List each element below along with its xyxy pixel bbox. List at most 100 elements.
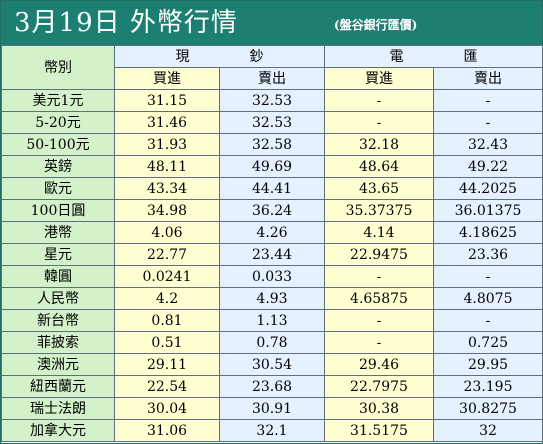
tt-sell-cell: 4.8075	[433, 287, 543, 310]
cash-group-header: 現鈔	[114, 45, 325, 68]
currency-cell: 5-20元	[1, 111, 115, 134]
table-row: 新台幣 0.81 1.13- -	[1, 309, 543, 332]
tt-buy-cell: 22.9475	[324, 243, 434, 266]
currency-cell: 美元1元	[1, 89, 115, 112]
cash-sell-cell: 1.13	[219, 309, 325, 332]
table-row: 韓圓 0.0241 0.033- -	[1, 265, 543, 288]
table-row: 紐西蘭元 22.54 23.68 22.7975 23.195	[1, 375, 543, 398]
table-row: 50-100元 31.93 32.58 32.18 32.43	[1, 133, 543, 156]
cash-buy-cell: 34.98	[114, 199, 220, 222]
cash-sell-cell: 49.69	[219, 155, 325, 178]
currency-cell: 菲披索	[1, 331, 115, 354]
table-row: 港幣 4.06 4.26 4.14 4.18625	[1, 221, 543, 244]
tt-buy-cell: 35.37375	[324, 199, 434, 222]
cash-buy-cell: 0.81	[114, 309, 220, 332]
tt-sell-cell: -	[433, 309, 543, 332]
cash-sell-cell: 30.91	[219, 397, 325, 420]
table-row: 澳洲元 29.11 30.54 29.46 29.95	[1, 353, 543, 376]
tt-sell-cell: 36.01375	[433, 199, 543, 222]
cash-sell-cell: 32.53	[219, 111, 325, 134]
currency-cell: 英鎊	[1, 155, 115, 178]
currency-cell: 韓圓	[1, 265, 115, 288]
cash-buy-cell: 31.15	[114, 89, 220, 112]
title-bar: 3月19日 外幣行情 (盤谷銀行匯價)	[1, 1, 542, 45]
cash-sell-cell: 23.44	[219, 243, 325, 266]
cash-sell-cell: 30.54	[219, 353, 325, 376]
table-row: 菲披索 0.51 0.78-0.725	[1, 331, 543, 354]
cash-sell-cell: 4.93	[219, 287, 325, 310]
table-row: 歐元 43.34 44.41 43.65 44.2025	[1, 177, 543, 200]
currency-cell: 100日圓	[1, 199, 115, 222]
tt-buy-cell: 30.38	[324, 397, 434, 420]
cash-sell-cell: 0.033	[219, 265, 325, 288]
cash-sell-cell: 32.1	[219, 419, 325, 442]
tt-buy-cell: 4.14	[324, 221, 434, 244]
tt-sell-cell: -	[433, 89, 543, 112]
tt-group-header: 電匯	[324, 45, 543, 68]
cash-buy-cell: 29.11	[114, 353, 220, 376]
tt-sell-cell: -	[433, 111, 543, 134]
cash-buy-cell: 22.77	[114, 243, 220, 266]
cash-buy-cell: 0.51	[114, 331, 220, 354]
tt-buy-cell: 29.46	[324, 353, 434, 376]
cash-buy-cell: 31.06	[114, 419, 220, 442]
tt-buy-cell: -	[324, 309, 434, 332]
tt-buy-cell: -	[324, 265, 434, 288]
cash-sell-header: 賣出	[219, 67, 325, 90]
cash-buy-cell: 31.93	[114, 133, 220, 156]
cash-sell-cell: 44.41	[219, 177, 325, 200]
tt-buy-cell: -	[324, 111, 434, 134]
tt-sell-cell: 29.95	[433, 353, 543, 376]
cash-buy-cell: 22.54	[114, 375, 220, 398]
bank-source-label: (盤谷銀行匯價)	[334, 18, 418, 32]
table-row: 5-20元 31.46 32.53- -	[1, 111, 543, 134]
tt-sell-cell: 23.195	[433, 375, 543, 398]
cash-sell-cell: 4.26	[219, 221, 325, 244]
tt-sell-cell: 44.2025	[433, 177, 543, 200]
cash-buy-cell: 30.04	[114, 397, 220, 420]
table-row: 加拿大元 31.06 32.1 31.5175 32	[1, 419, 543, 442]
tt-sell-cell: 4.18625	[433, 221, 543, 244]
table-row: 英鎊 48.11 49.69 48.64 49.22	[1, 155, 543, 178]
cash-sell-cell: 32.58	[219, 133, 325, 156]
table-row: 100日圓 34.98 36.24 35.37375 36.01375	[1, 199, 543, 222]
tt-sell-cell: 30.8275	[433, 397, 543, 420]
currency-cell: 新台幣	[1, 309, 115, 332]
cash-sell-cell: 0.78	[219, 331, 325, 354]
table-row: 美元1元 31.15 32.53- -	[1, 89, 543, 112]
currency-cell: 歐元	[1, 177, 115, 200]
currency-cell: 星元	[1, 243, 115, 266]
currency-cell: 人民幣	[1, 287, 115, 310]
table-row: 人民幣 4.2 4.93 4.65875 4.8075	[1, 287, 543, 310]
cash-buy-cell: 4.06	[114, 221, 220, 244]
tt-buy-cell: -	[324, 89, 434, 112]
tt-sell-cell: 32.43	[433, 133, 543, 156]
cash-buy-header: 買進	[114, 67, 220, 90]
currency-column-header: 幣別	[1, 45, 115, 90]
tt-buy-cell: 31.5175	[324, 419, 434, 442]
tt-sell-header: 賣出	[433, 67, 543, 90]
table-row: 星元 22.77 23.44 22.9475 23.36	[1, 243, 543, 266]
exchange-rate-table: 幣別 現鈔 電匯 買進 賣出 買進 賣出 美元1元 31.15 32.53- -5-2…	[1, 45, 543, 442]
tt-buy-cell: 32.18	[324, 133, 434, 156]
cash-buy-cell: 31.46	[114, 111, 220, 134]
tt-buy-cell: 48.64	[324, 155, 434, 178]
tt-sell-cell: 32	[433, 419, 543, 442]
tt-sell-cell: -	[433, 265, 543, 288]
cash-buy-cell: 43.34	[114, 177, 220, 200]
cash-sell-cell: 23.68	[219, 375, 325, 398]
currency-cell: 加拿大元	[1, 419, 115, 442]
tt-sell-cell: 23.36	[433, 243, 543, 266]
table-row: 瑞士法朗 30.04 30.91 30.38 30.8275	[1, 397, 543, 420]
cash-buy-cell: 48.11	[114, 155, 220, 178]
currency-cell: 澳洲元	[1, 353, 115, 376]
rate-rows: 美元1元 31.15 32.53- -5-20元 31.46 32.53- -50-100元…	[1, 89, 543, 442]
currency-cell: 紐西蘭元	[1, 375, 115, 398]
tt-sell-cell: 0.725	[433, 331, 543, 354]
cash-sell-cell: 36.24	[219, 199, 325, 222]
currency-cell: 港幣	[1, 221, 115, 244]
tt-sell-cell: 49.22	[433, 155, 543, 178]
tt-buy-cell: 43.65	[324, 177, 434, 200]
tt-buy-header: 買進	[324, 67, 434, 90]
